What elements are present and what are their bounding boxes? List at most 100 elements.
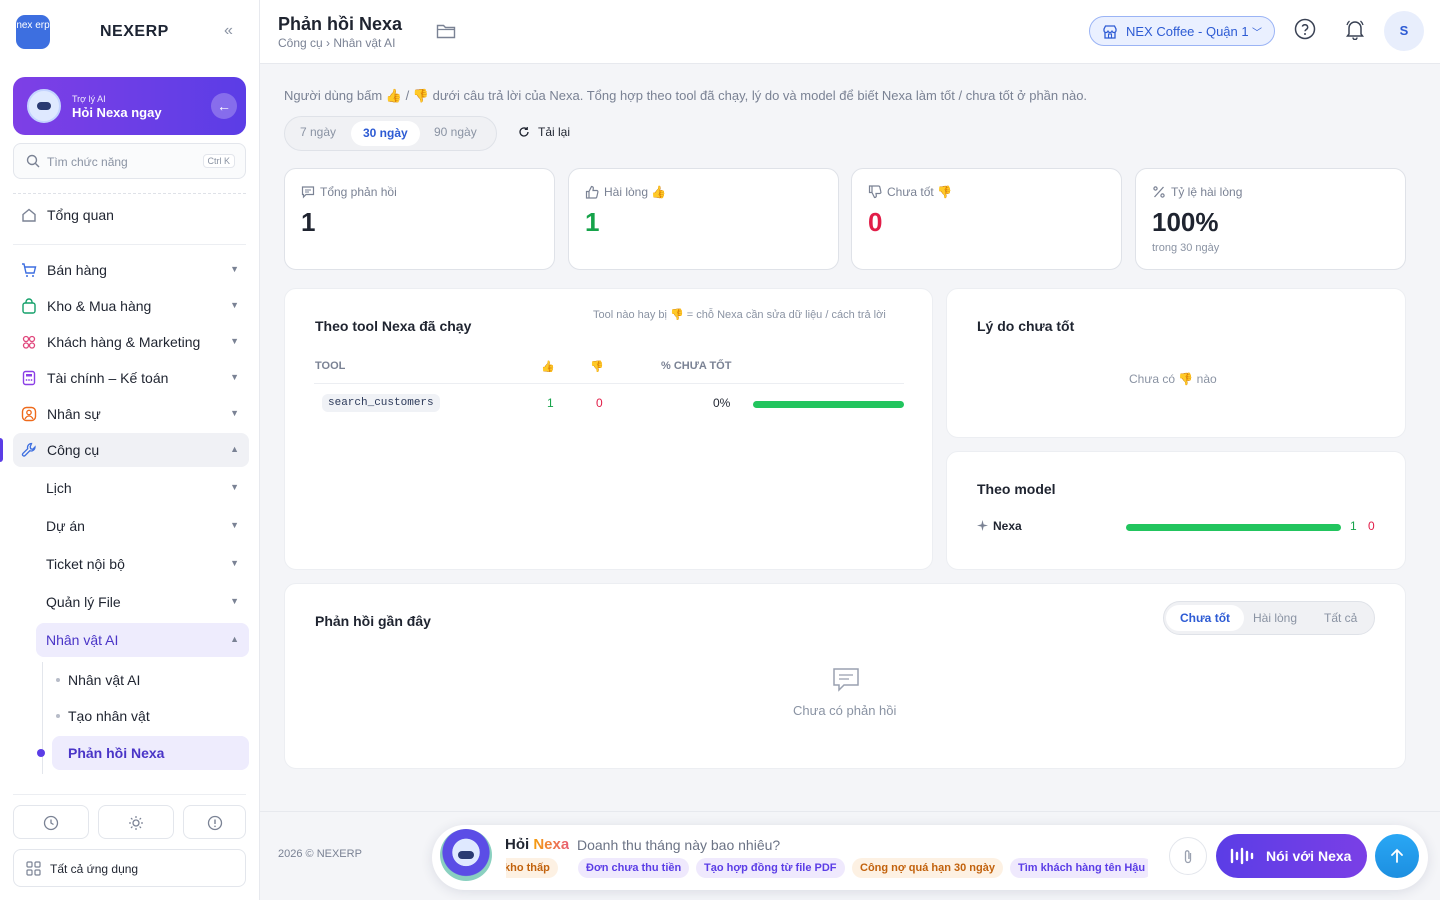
sidebar-item-projects[interactable]: Dự án ▼ [36,509,249,543]
suggestion-chip[interactable]: Tìm khách hàng tên Hậu [1010,858,1148,878]
percent-icon [1153,186,1165,198]
divider [13,244,246,245]
suggestion-chip[interactable]: kho thấp [506,858,558,878]
search-input[interactable]: Tìm chức năng Ctrl K [13,143,246,179]
all-apps-label: Tất cả ứng dụng [50,862,139,876]
card-title: Phản hồi gần đây [315,613,431,629]
sidebar-item-tools[interactable]: Công cụ ▲ [13,433,249,467]
bell-icon[interactable] [1344,18,1366,40]
model-card: Theo model Nexa 1 0 [946,451,1406,570]
page-title: Phản hồi Nexa [278,14,403,34]
search-icon [26,154,40,168]
sidebar-item-finance[interactable]: Tài chính – Kế toán ▼ [13,361,249,395]
brand-name: NEXERP [100,23,169,40]
sidebar-item-label: Công cụ [47,442,100,458]
chevron-down-icon: ▼ [230,300,239,310]
sidebar-item-calendar[interactable]: Lịch ▼ [36,471,249,505]
report-issue-button[interactable] [183,805,246,839]
copyright: 2026 © NEXERP [278,848,362,860]
reload-label: Tải lại [538,125,571,139]
history-icon [43,815,59,831]
calculator-icon [22,370,36,386]
card-title: Theo tool Nexa đã chạy [315,318,472,334]
suggestion-chip[interactable]: Công nợ quá hạn 30 ngày [852,858,1003,878]
active-indicator [0,438,3,462]
theme-button[interactable] [98,805,174,839]
sidebar-item-sales[interactable]: Bán hàng ▼ [13,253,249,287]
filter-not-good[interactable]: Chưa tốt [1166,605,1245,631]
suggestion-chip[interactable]: Tạo hợp đồng từ file PDF [696,858,845,878]
ai-card-title: Hỏi Nexa ngay [72,105,162,120]
range-selector: 7 ngày 30 ngày 90 ngày [284,116,497,151]
sidebar-item-create-character[interactable]: Tạo nhân vật [52,699,249,733]
filter-satisfied[interactable]: Hài lòng [1253,611,1298,625]
model-satisfaction-bar [1126,524,1341,531]
sidebar-item-label: Nhân sự [47,406,101,422]
sidebar-item-label: Tổng quan [47,207,114,223]
sidebar-item-hr[interactable]: Nhân sự ▼ [13,397,249,431]
tool-breakdown-card: Theo tool Nexa đã chạy Tool nào hay bị 👎… [284,288,933,570]
sidebar-item-tickets[interactable]: Ticket nội bộ ▼ [36,547,249,581]
table-divider [314,383,904,384]
bullet [56,714,60,718]
reasons-card: Lý do chưa tốt Chưa có 👎 nào [946,288,1406,438]
wrench-icon [21,442,36,457]
arrow-left-icon[interactable]: ← [211,93,237,119]
double-chevron-left-icon[interactable]: « [224,22,233,39]
search-shortcut: Ctrl K [202,154,235,168]
ask-input[interactable]: Doanh thu tháng này bao nhiêu? [577,837,781,853]
send-button[interactable] [1375,834,1419,878]
stat-label: Tỷ lệ hài lòng [1171,185,1243,199]
chevron-down-icon: ▼ [230,372,239,382]
ask-nexa-bar: Hỏi Nexa Doanh thu tháng này bao nhiêu? … [432,825,1428,890]
chevron-down-icon: ▼ [230,520,239,530]
suggestion-chip[interactable]: Đơn chưa thu tiền [578,858,690,878]
suggestion-chips: kho thấp Đơn chưa thu tiền Tạo hợp đồng … [506,858,1148,880]
reasons-empty: Chưa có 👎 nào [1129,372,1217,386]
thumbs-up-icon [585,185,599,199]
alert-circle-icon [207,815,222,831]
talk-to-nexa-button[interactable]: Nói với Nexa [1216,834,1367,878]
satisfaction-bar [753,401,904,408]
stat-card-not-good: Chưa tốt 👎 0 [851,168,1122,270]
sidebar-item-inventory[interactable]: Kho & Mua hàng ▼ [13,289,249,323]
nexa-avatar-icon [440,829,492,881]
divider [13,193,246,194]
range-option-90[interactable]: 90 ngày [434,125,477,139]
sidebar-item-overview[interactable]: Tổng quan [13,198,249,232]
ask-name: Nexa [533,836,570,853]
stat-card-total: Tổng phản hồi 1 [284,168,555,270]
stat-card-satisfaction-rate: Tỷ lệ hài lòng 100% trong 30 ngày [1135,168,1406,270]
stat-label: Hài lòng 👍 [604,185,667,199]
sidebar-item-nexa-feedback[interactable]: Phản hồi Nexa [52,736,249,770]
history-button[interactable] [13,805,89,839]
range-option-30[interactable]: 30 ngày [351,121,420,146]
tool-name-chip: search_customers [322,394,440,412]
range-option-7[interactable]: 7 ngày [300,125,337,139]
sidebar-item-ai-character-list[interactable]: Nhân vật AI [52,663,249,697]
top-header: Phản hồi Nexa Công cụ › Nhân vật AI NEX … [260,0,1440,64]
sidebar-item-customers-marketing[interactable]: Khách hàng & Marketing ▼ [13,325,249,359]
ask-nexa-card[interactable]: Trợ lý AI Hỏi Nexa ngay ← [13,77,246,135]
user-avatar[interactable]: S [1384,11,1424,51]
sidebar-item-label: Nhân vật AI [46,632,119,648]
card-title: Theo model [977,481,1056,497]
branch-name: NEX Coffee - Quận 1 [1126,24,1249,39]
chevron-down-icon: ▼ [230,596,239,606]
filter-all[interactable]: Tất cả [1324,611,1358,625]
ask-prefix: Hỏi [505,836,530,853]
sidebar-item-files[interactable]: Quản lý File ▼ [36,585,249,619]
brand-logo[interactable]: nex erp [16,15,50,49]
ai-card-subtitle: Trợ lý AI [72,94,106,104]
sidebar-item-label: Tài chính – Kế toán [47,370,169,386]
recent-empty: Chưa có phản hồi [793,703,897,718]
folder-icon[interactable] [436,22,456,40]
all-apps-button[interactable]: Tất cả ứng dụng [13,849,246,887]
sidebar-item-ai-characters[interactable]: Nhân vật AI ▲ [36,623,249,657]
sidebar-item-label: Nhân vật AI [68,672,141,688]
branch-selector[interactable]: NEX Coffee - Quận 1 ﹀ [1089,16,1275,46]
attach-button[interactable] [1169,837,1207,875]
bag-icon [22,298,36,314]
chevron-down-icon: ▼ [230,482,239,492]
help-icon[interactable] [1294,18,1316,40]
